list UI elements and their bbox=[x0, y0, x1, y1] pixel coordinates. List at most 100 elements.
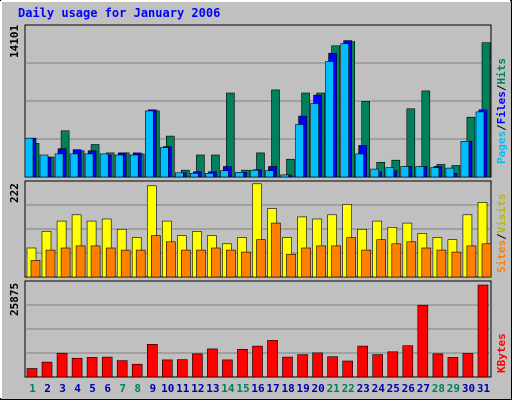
bar-sites-day-29 bbox=[451, 251, 462, 278]
x-tick-label: 5 bbox=[89, 382, 96, 395]
bottom-ymax-label: 25875 bbox=[8, 283, 21, 316]
bar-pages-day-17 bbox=[265, 170, 274, 178]
bar-pages-day-13 bbox=[205, 173, 214, 178]
legend-entry: Visits bbox=[495, 194, 508, 234]
bar-sites-day-14 bbox=[226, 249, 236, 278]
legend-entry: KBytes bbox=[495, 333, 508, 373]
x-tick-label: 24 bbox=[372, 382, 386, 395]
x-tick-label: 11 bbox=[176, 382, 190, 395]
bar-pages-day-29 bbox=[445, 167, 455, 178]
bar-sites-day-13 bbox=[211, 247, 221, 278]
x-tick-label: 10 bbox=[161, 382, 174, 395]
bar-hits-day-14 bbox=[226, 92, 235, 178]
x-tick-label: 2 bbox=[44, 382, 51, 395]
x-tick-label: 8 bbox=[134, 382, 141, 395]
bar-kbytes-day-27 bbox=[417, 304, 429, 378]
bar-kbytes-day-21 bbox=[327, 356, 338, 378]
bar-sites-day-10 bbox=[166, 241, 176, 278]
bar-pages-day-8 bbox=[129, 154, 139, 178]
bar-sites-day-27 bbox=[421, 247, 432, 278]
bar-sites-day-16 bbox=[256, 239, 266, 278]
legend-entry: Files bbox=[495, 91, 508, 124]
legend-entry: / bbox=[495, 233, 508, 240]
bar-hits-day-18 bbox=[286, 158, 295, 178]
legend-entry: Hits bbox=[495, 58, 508, 85]
bar-sites-day-12 bbox=[196, 249, 206, 278]
bar-sites-day-31 bbox=[481, 243, 492, 278]
bar-kbytes-day-23 bbox=[357, 345, 369, 378]
bar-pages-day-4 bbox=[69, 153, 79, 178]
x-tick-label: 3 bbox=[59, 382, 66, 395]
bar-sites-day-23 bbox=[361, 249, 372, 278]
x-tick-label: 23 bbox=[357, 382, 370, 395]
bar-pages-day-27 bbox=[415, 166, 425, 178]
bar-sites-day-8 bbox=[135, 249, 146, 278]
bar-pages-day-15 bbox=[235, 172, 244, 178]
bar-pages-day-31 bbox=[475, 111, 485, 178]
x-tick-label: 4 bbox=[74, 382, 81, 395]
x-tick-label: 6 bbox=[104, 382, 111, 395]
bar-kbytes-day-7 bbox=[116, 360, 128, 378]
x-tick-label: 1 bbox=[29, 382, 36, 395]
bar-kbytes-day-9 bbox=[147, 343, 158, 378]
bar-pages-day-6 bbox=[99, 153, 109, 178]
bar-hits-day-17 bbox=[271, 89, 280, 178]
x-tick-label: 16 bbox=[251, 382, 265, 395]
bar-pages-day-12 bbox=[190, 173, 199, 178]
bar-kbytes-day-5 bbox=[86, 357, 98, 378]
bar-pages-day-24 bbox=[370, 168, 380, 178]
bar-sites-day-28 bbox=[436, 249, 447, 278]
x-tick-label: 31 bbox=[477, 382, 491, 395]
bar-kbytes-day-4 bbox=[71, 357, 83, 378]
bar-pages-day-1 bbox=[24, 137, 34, 178]
legend-entry: Pages bbox=[495, 131, 508, 164]
bar-kbytes-day-6 bbox=[101, 356, 113, 378]
bar-kbytes-day-3 bbox=[56, 352, 68, 378]
bar-pages-day-28 bbox=[430, 167, 440, 178]
bar-kbytes-day-24 bbox=[372, 354, 384, 378]
bar-kbytes-day-20 bbox=[312, 352, 323, 378]
bar-sites-day-18 bbox=[286, 253, 296, 278]
x-tick-label: 30 bbox=[462, 382, 475, 395]
bar-kbytes-day-1 bbox=[26, 368, 38, 378]
bars-layer bbox=[24, 40, 492, 378]
bar-pages-day-26 bbox=[400, 166, 410, 178]
x-tick-label: 28 bbox=[432, 382, 445, 395]
bar-sites-day-26 bbox=[406, 241, 417, 278]
bar-pages-day-22 bbox=[340, 43, 350, 178]
bar-hits-day-27 bbox=[421, 90, 431, 178]
bar-kbytes-day-13 bbox=[207, 348, 218, 378]
bar-pages-day-16 bbox=[250, 169, 259, 178]
bar-kbytes-day-26 bbox=[402, 345, 414, 378]
bar-sites-day-30 bbox=[466, 245, 477, 278]
x-tick-label: 22 bbox=[342, 382, 355, 395]
x-tick-label: 17 bbox=[266, 382, 279, 395]
bar-kbytes-day-31 bbox=[477, 284, 489, 378]
bar-pages-day-3 bbox=[54, 153, 64, 178]
x-tick-label: 27 bbox=[417, 382, 430, 395]
bar-pages-day-5 bbox=[84, 153, 94, 178]
bar-kbytes-day-30 bbox=[462, 353, 474, 378]
bar-pages-day-20 bbox=[310, 103, 319, 178]
bar-kbytes-day-11 bbox=[177, 359, 188, 378]
bar-kbytes-day-28 bbox=[432, 353, 444, 378]
bar-kbytes-day-14 bbox=[222, 359, 233, 378]
bar-sites-day-6 bbox=[105, 247, 116, 278]
x-tick-label: 14 bbox=[221, 382, 235, 395]
bar-pages-day-10 bbox=[160, 147, 169, 178]
legend-bottom: KBytes bbox=[495, 333, 508, 373]
legend-entry: / bbox=[495, 124, 508, 131]
bar-sites-day-11 bbox=[181, 249, 191, 278]
legend-entry: Sites bbox=[495, 240, 508, 273]
bar-kbytes-day-18 bbox=[282, 356, 293, 378]
bar-sites-day-24 bbox=[376, 239, 387, 278]
bar-sites-day-5 bbox=[90, 245, 101, 278]
bar-kbytes-day-8 bbox=[131, 363, 143, 378]
bar-sites-day-20 bbox=[316, 245, 326, 278]
x-tick-label: 9 bbox=[149, 382, 156, 395]
bar-pages-day-23 bbox=[355, 153, 365, 178]
legend-top: Pages/Files/Hits bbox=[495, 58, 508, 164]
bar-sites-day-19 bbox=[301, 247, 311, 278]
